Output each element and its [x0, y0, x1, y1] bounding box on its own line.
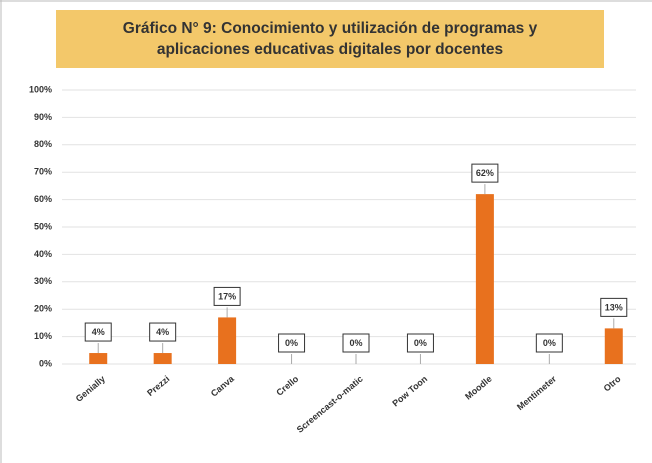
value-label-text: 0%	[285, 338, 298, 348]
value-label-text: 13%	[605, 302, 623, 312]
label-box	[471, 163, 499, 183]
label-box	[149, 322, 177, 342]
y-tick-label: 80%	[34, 139, 52, 149]
y-tick-label: 10%	[34, 331, 52, 341]
y-tick-label: 100%	[29, 84, 52, 94]
value-label: 0%	[406, 333, 434, 353]
bar	[218, 317, 237, 364]
bar	[604, 328, 623, 364]
x-tick-label: Otro	[602, 373, 623, 393]
label-box	[600, 297, 628, 317]
x-tick-label: Pow Toon	[390, 374, 429, 409]
value-label: 4%	[149, 322, 177, 342]
value-label: 62%	[471, 163, 499, 183]
bar	[89, 353, 108, 364]
value-label-text: 17%	[218, 291, 236, 301]
x-tick-label: Screencast-o-matic	[295, 374, 365, 435]
x-tick-label: Moodle	[463, 374, 494, 402]
value-label-text: 0%	[349, 338, 362, 348]
y-tick-label: 60%	[34, 194, 52, 204]
bar	[475, 194, 494, 364]
y-tick-label: 90%	[34, 112, 52, 122]
x-tick-label: Canva	[209, 373, 237, 399]
value-label: 4%	[84, 322, 112, 342]
value-label-text: 4%	[92, 327, 105, 337]
label-box	[535, 333, 563, 353]
y-tick-label: 0%	[39, 358, 52, 368]
value-label: 0%	[535, 333, 563, 353]
y-tick-label: 40%	[34, 249, 52, 259]
value-label: 0%	[342, 333, 370, 353]
x-tick-label: Prezzi	[145, 374, 171, 398]
label-box	[84, 322, 112, 342]
y-tick-label: 20%	[34, 304, 52, 314]
value-label-text: 0%	[414, 338, 427, 348]
value-label-text: 62%	[476, 168, 494, 178]
y-tick-label: 30%	[34, 276, 52, 286]
value-label-text: 0%	[543, 338, 556, 348]
label-box	[342, 333, 370, 353]
y-tick-label: 50%	[34, 221, 52, 231]
value-label: 0%	[278, 333, 306, 353]
y-tick-label: 70%	[34, 167, 52, 177]
x-tick-label: Crello	[274, 373, 300, 397]
label-box	[278, 333, 306, 353]
chart-title: Gráfico N° 9: Conocimiento y utilización…	[56, 10, 604, 68]
value-label-text: 4%	[156, 327, 169, 337]
label-box	[213, 286, 241, 306]
x-tick-label: Mentimeter	[515, 373, 559, 412]
bar	[153, 353, 172, 364]
value-label: 13%	[600, 297, 628, 317]
x-tick-label: Genially	[74, 374, 107, 404]
label-box	[406, 333, 434, 353]
value-label: 17%	[213, 286, 241, 306]
